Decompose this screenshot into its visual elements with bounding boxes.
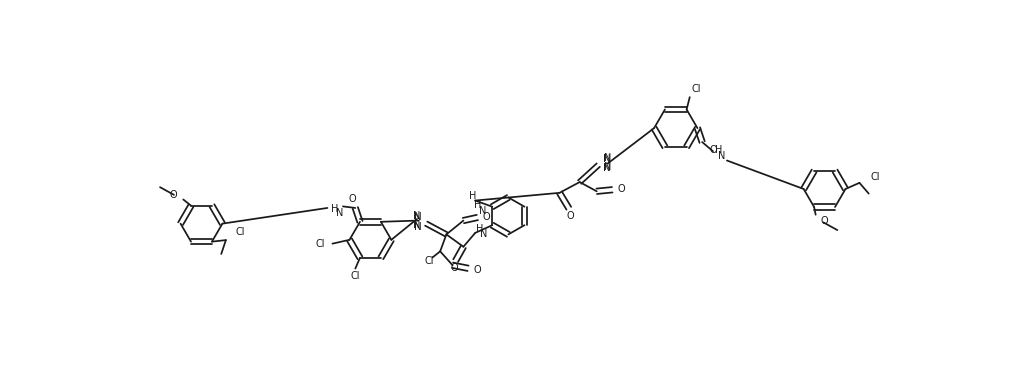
Text: Cl: Cl (315, 238, 325, 249)
Text: H: H (475, 224, 483, 234)
Text: N: N (413, 211, 420, 221)
Text: N: N (604, 162, 612, 172)
Text: O: O (710, 145, 717, 155)
Text: N: N (414, 213, 422, 222)
Text: Cl: Cl (425, 256, 434, 266)
Text: O: O (451, 263, 458, 273)
Text: H: H (469, 191, 476, 201)
Text: N: N (478, 206, 486, 216)
Text: O: O (617, 184, 626, 194)
Text: N: N (603, 163, 610, 173)
Text: N: N (413, 220, 420, 230)
Text: Cl: Cl (691, 84, 701, 94)
Text: Cl: Cl (871, 172, 880, 182)
Text: H: H (331, 204, 339, 214)
Text: H: H (474, 200, 482, 210)
Text: N: N (603, 154, 610, 164)
Text: O: O (170, 190, 177, 200)
Text: O: O (820, 216, 828, 226)
Text: H: H (714, 145, 722, 155)
Text: O: O (483, 212, 491, 222)
Text: N: N (335, 209, 343, 218)
Text: Cl: Cl (236, 227, 245, 237)
Text: Cl: Cl (351, 271, 360, 281)
Text: O: O (349, 194, 356, 204)
Text: N: N (481, 230, 488, 239)
Text: O: O (567, 211, 574, 221)
Text: N: N (604, 153, 612, 163)
Text: O: O (473, 265, 482, 275)
Text: N: N (414, 222, 422, 232)
Text: N: N (717, 151, 725, 161)
